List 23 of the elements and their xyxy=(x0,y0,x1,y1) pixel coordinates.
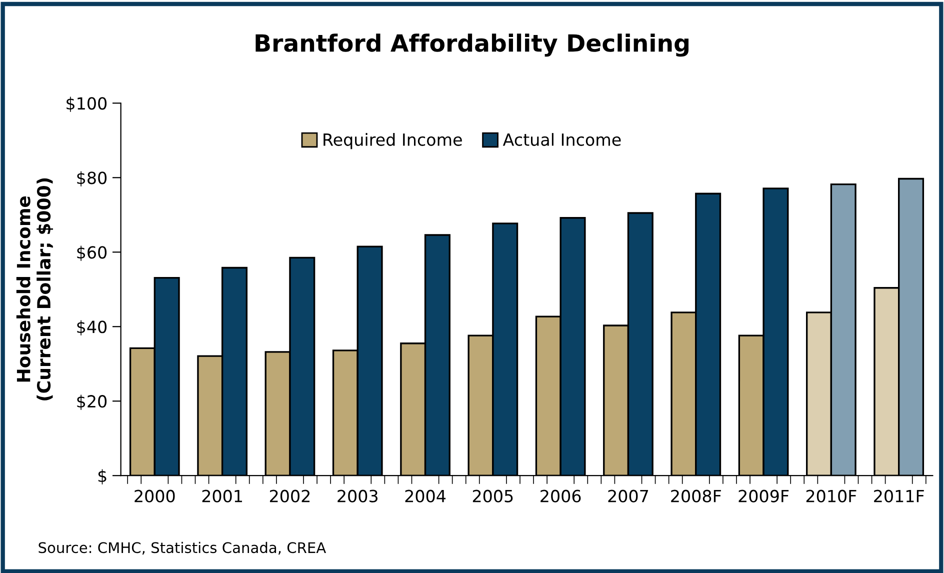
chart-title: Brantford Affordability Declining xyxy=(256,34,688,57)
x-tick-label: 2009F xyxy=(738,490,789,502)
x-tick-label: 2011F xyxy=(874,490,924,502)
x-tick-label: 2006 xyxy=(540,490,581,502)
y-tick-label: $40 xyxy=(77,320,107,336)
x-tick-label: 2004 xyxy=(405,490,446,502)
x-tick-label: 2008F xyxy=(671,490,721,502)
y-tick-label: $100 xyxy=(66,96,107,112)
x-tick-label: 2001 xyxy=(202,490,242,502)
y-axis-title: Household Income (Current Dollar; $000) xyxy=(16,178,54,400)
x-tick-label: 2007 xyxy=(608,490,648,502)
y-tick-label: $60 xyxy=(77,246,107,261)
y-tick-label: $80 xyxy=(77,171,107,186)
y-tick-label: $20 xyxy=(77,394,107,410)
source-note: Source: CMHC, Statistics Canada, CREA xyxy=(38,542,326,555)
x-tick-label: 2000 xyxy=(134,490,175,502)
x-tick-label: 2010F xyxy=(806,490,856,502)
legend-label: Required Income xyxy=(324,133,462,150)
x-tick-label: 2002 xyxy=(270,490,310,502)
legend-label: Actual Income xyxy=(502,133,621,146)
x-tick-label: 2005 xyxy=(472,490,513,502)
y-tick-label: $ xyxy=(98,469,106,484)
x-tick-label: 2003 xyxy=(338,490,378,502)
